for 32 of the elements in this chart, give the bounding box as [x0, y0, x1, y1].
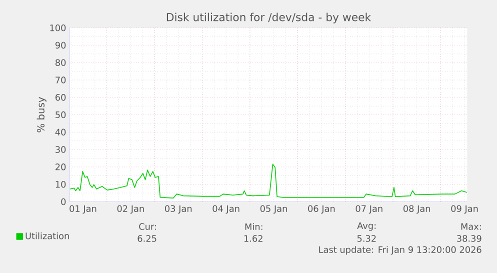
x-tick-label: 08 Jan	[403, 205, 430, 214]
y-tick-label: 80	[56, 59, 66, 66]
x-tick-label: 04 Jan	[212, 205, 240, 214]
text: Avg:	[357, 222, 376, 231]
x-tick-label: 05 Jan	[260, 205, 287, 214]
x-tick-label: 02 Jan	[117, 205, 144, 214]
x-tick-label: 06 Jan	[308, 205, 335, 214]
y-tick-label: 100	[50, 24, 66, 32]
text: 1.62	[244, 234, 262, 242]
text: Last update: Fri Jan 9 13:20:00 2026	[319, 246, 482, 255]
y-tick-label: 40	[55, 128, 66, 136]
y-tick-label: 60	[56, 94, 66, 101]
chart-title: Disk utilization for /dev/sda - by week	[166, 12, 372, 24]
text: Cur:	[139, 223, 156, 230]
y-tick-label: 20	[56, 163, 66, 170]
text: Max:	[461, 223, 481, 230]
x-tick-label: 07 Jan	[356, 205, 382, 214]
y-tick-label: 30	[56, 146, 66, 153]
x-tick-label: 03 Jan	[165, 205, 192, 214]
x-tick-label: 01 Jan	[70, 205, 96, 214]
y-tick-label: 50	[56, 111, 66, 118]
text: 6.25	[138, 234, 156, 242]
text: Min:	[245, 223, 262, 230]
y-tick-label: 10	[56, 180, 66, 188]
y-tick-label: 0	[61, 198, 66, 205]
x-tick-label: 09 Jan	[451, 205, 478, 214]
y-tick-label: 70	[56, 76, 66, 84]
y-tick-label: 90	[55, 42, 66, 48]
text: 5.32	[357, 234, 376, 242]
text: 38.39	[457, 234, 482, 242]
legend-label: Utilization	[26, 232, 69, 240]
y-axis-title: % busy	[36, 96, 46, 132]
